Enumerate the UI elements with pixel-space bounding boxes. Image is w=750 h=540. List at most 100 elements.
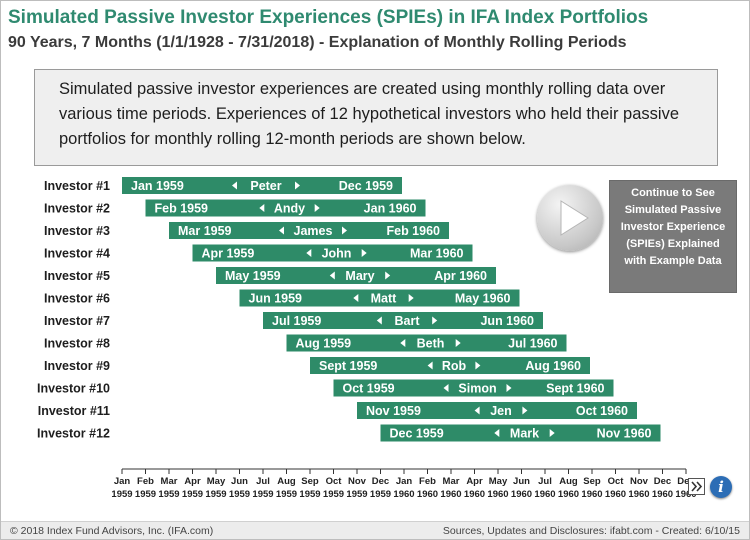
x-tick-label-year: 1960 [628, 489, 649, 500]
bar-start-label: Apr 1959 [202, 247, 255, 261]
continue-box[interactable]: Continue to See Simulated Passive Invest… [609, 180, 737, 293]
investor-row: Investor #12 Dec 1959 Nov 1960 Mark [37, 424, 661, 442]
investor-name: Simon [458, 382, 496, 396]
x-tick-label-year: 1960 [558, 489, 579, 500]
bar-end-label: Oct 1960 [576, 404, 628, 418]
x-tick-label-month: Feb [419, 476, 436, 487]
double-chevron-right-icon [691, 481, 703, 492]
x-tick-label-year: 1959 [205, 489, 226, 500]
x-tick-label-year: 1960 [581, 489, 602, 500]
x-tick-label-month: Oct [608, 476, 625, 487]
x-tick-label-year: 1959 [158, 489, 179, 500]
x-tick-label-year: 1959 [111, 489, 132, 500]
triangle-left-icon [306, 249, 312, 257]
triangle-left-icon [329, 271, 335, 280]
bar-end-label: Mar 1960 [410, 247, 464, 261]
bar-start-label: Dec 1959 [390, 427, 444, 441]
investor-label: Investor #3 [44, 224, 110, 238]
x-tick-label-month: Jul [256, 476, 270, 487]
triangle-left-icon [443, 384, 449, 392]
x-tick-label-year: 1960 [417, 489, 438, 500]
investor-label: Investor #8 [44, 337, 110, 351]
investor-name: Jen [490, 404, 512, 418]
investor-label: Investor #12 [37, 427, 110, 441]
period-bar [380, 424, 661, 442]
x-tick-label-year: 1959 [276, 489, 297, 500]
investor-row: Investor #11 Nov 1959 Oct 1960 Jen [38, 402, 637, 419]
period-bar [216, 267, 496, 284]
x-tick-label-year: 1960 [534, 489, 555, 500]
bar-start-label: Nov 1959 [366, 404, 421, 418]
play-button[interactable] [537, 185, 603, 251]
x-tick-label-year: 1959 [370, 489, 391, 500]
x-tick-label-year: 1960 [393, 489, 414, 500]
period-bar [310, 357, 590, 374]
x-tick-label-month: Apr [184, 476, 201, 487]
bar-start-label: May 1959 [225, 269, 281, 283]
x-tick-label-month: Nov [348, 476, 367, 487]
x-tick-label-month: Mar [161, 476, 178, 487]
bar-end-label: Aug 1960 [525, 359, 581, 373]
triangle-left-icon [427, 361, 433, 370]
period-bar [239, 289, 520, 307]
investor-row: Investor #8 Aug 1959 Jul 1960 Beth [44, 334, 567, 352]
x-tick-label-year: 1959 [299, 489, 320, 500]
investor-name: Rob [442, 359, 467, 373]
x-tick-label-month: Jun [513, 476, 530, 487]
triangle-right-icon [361, 249, 367, 257]
triangle-right-icon [295, 181, 300, 190]
x-tick-label-month: May [489, 476, 508, 487]
investor-row: Investor #9 Sept 1959 Aug 1960 Rob [44, 357, 590, 374]
triangle-left-icon [259, 204, 265, 212]
period-bar [145, 199, 426, 217]
x-tick-label-month: Dec [372, 476, 389, 487]
bar-end-label: May 1960 [455, 292, 511, 306]
triangle-left-icon [232, 181, 237, 190]
x-tick-label-month: Apr [466, 476, 483, 487]
x-tick-label-month: Sep [301, 476, 319, 487]
investor-name: John [322, 247, 352, 261]
bar-start-label: Feb 1959 [155, 202, 209, 216]
bar-start-label: Aug 1959 [296, 337, 352, 351]
period-bar [169, 222, 449, 239]
investor-name: James [294, 224, 333, 238]
triangle-right-icon [408, 294, 414, 302]
bar-end-label: Dec 1959 [339, 179, 393, 193]
triangle-right-icon [549, 429, 555, 437]
period-bar [192, 244, 473, 262]
bar-end-label: Sept 1960 [546, 382, 604, 396]
x-tick-label-year: 1960 [652, 489, 673, 500]
bar-start-label: Mar 1959 [178, 224, 232, 238]
investor-name: Bart [394, 314, 420, 328]
investor-row: Investor #6 Jun 1959 May 1960 Matt [44, 289, 520, 307]
x-tick-label-year: 1959 [323, 489, 344, 500]
x-tick-label-year: 1960 [605, 489, 626, 500]
x-tick-label-month: Jan [114, 476, 131, 487]
investor-name: Peter [250, 179, 281, 193]
investor-label: Investor #9 [44, 359, 110, 373]
info-button[interactable]: i [710, 476, 732, 498]
x-tick-label-year: 1960 [464, 489, 485, 500]
next-page-button[interactable] [688, 478, 705, 495]
triangle-left-icon [474, 406, 480, 415]
bar-start-label: Oct 1959 [343, 382, 395, 396]
triangle-right-icon [385, 271, 391, 280]
x-tick-label-year: 1960 [440, 489, 461, 500]
investor-row: Investor #2 Feb 1959 Jan 1960 Andy [44, 199, 426, 217]
triangle-right-icon [432, 316, 438, 325]
footer: © 2018 Index Fund Advisors, Inc. (IFA.co… [1, 521, 749, 539]
page-subtitle: 90 Years, 7 Months (1/1/1928 - 7/31/2018… [8, 34, 627, 51]
triangle-left-icon [494, 429, 500, 437]
x-tick-label-month: Dec [677, 476, 694, 487]
triangle-left-icon [279, 226, 284, 235]
triangle-left-icon [400, 339, 406, 347]
copyright-text: © 2018 Index Fund Advisors, Inc. (IFA.co… [10, 525, 214, 537]
investor-label: Investor #6 [44, 292, 110, 306]
investor-name: Matt [371, 292, 398, 306]
bar-start-label: Jan 1959 [131, 179, 184, 193]
bar-end-label: Apr 1960 [434, 269, 487, 283]
triangle-right-icon [506, 384, 512, 392]
x-tick-label-year: 1960 [675, 489, 696, 500]
triangle-right-icon [455, 339, 461, 347]
triangle-right-icon [522, 406, 528, 415]
